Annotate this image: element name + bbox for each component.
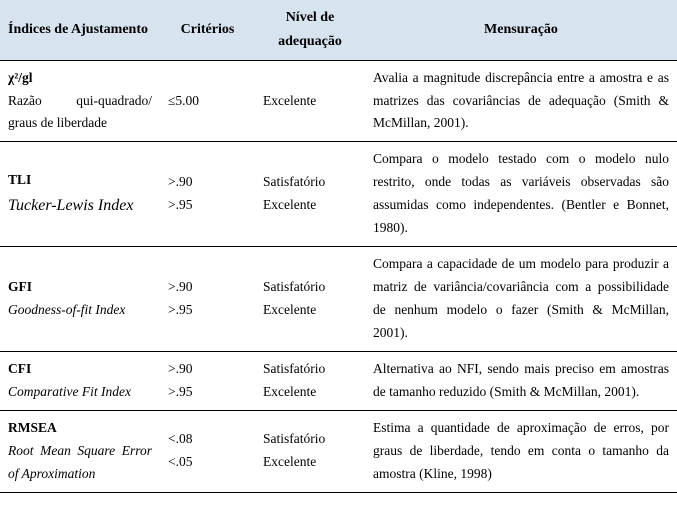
cell-level: Satisfatório Excelente <box>255 410 365 492</box>
index-desc: Tucker-Lewis Index <box>8 192 152 219</box>
table-row: CFI Comparative Fit Index >.90 >.95 Sati… <box>0 351 677 410</box>
index-desc: Root Mean Square Error of Aproximation <box>8 440 152 486</box>
index-name: RMSEA <box>8 417 152 440</box>
level-value: Excelente <box>263 381 357 404</box>
criteria-value: ≤5.00 <box>168 90 247 113</box>
criteria-value: >.90 <box>168 276 247 299</box>
level-value: Satisfatório <box>263 171 357 194</box>
index-name: GFI <box>8 276 152 299</box>
cell-index: χ²/gl Razão qui-quadrado/ graus de liber… <box>0 60 160 142</box>
criteria-value: <.08 <box>168 428 247 451</box>
cell-level: Excelente <box>255 60 365 142</box>
col-header-indices: Índices de Ajustamento <box>0 0 160 60</box>
index-desc: Goodness-of-fit Index <box>8 299 152 322</box>
cell-criteria: >.90 >.95 <box>160 247 255 352</box>
table-row: GFI Goodness-of-fit Index >.90 >.95 Sati… <box>0 247 677 352</box>
index-desc: Razão qui-quadrado/ graus de liberdade <box>8 90 152 136</box>
table-header: Índices de Ajustamento Critérios Nível d… <box>0 0 677 60</box>
col-header-criterios: Critérios <box>160 0 255 60</box>
criteria-value: >.95 <box>168 299 247 322</box>
cell-index: TLI Tucker-Lewis Index <box>0 142 160 247</box>
criteria-value: <.05 <box>168 451 247 474</box>
criteria-value: >.95 <box>168 194 247 217</box>
cell-index: CFI Comparative Fit Index <box>0 351 160 410</box>
cell-level: Satisfatório Excelente <box>255 351 365 410</box>
level-value: Excelente <box>263 451 357 474</box>
criteria-value: >.90 <box>168 171 247 194</box>
level-value: Excelente <box>263 194 357 217</box>
cell-measurement: Compara o modelo testado com o modelo nu… <box>365 142 677 247</box>
table-row: TLI Tucker-Lewis Index >.90 >.95 Satisfa… <box>0 142 677 247</box>
level-value: Satisfatório <box>263 276 357 299</box>
cell-criteria: >.90 >.95 <box>160 142 255 247</box>
table-row: RMSEA Root Mean Square Error of Aproxima… <box>0 410 677 492</box>
cell-index: GFI Goodness-of-fit Index <box>0 247 160 352</box>
index-name: TLI <box>8 169 152 192</box>
level-value: Excelente <box>263 299 357 322</box>
level-value: Satisfatório <box>263 358 357 381</box>
index-desc: Comparative Fit Index <box>8 381 152 404</box>
cell-criteria: ≤5.00 <box>160 60 255 142</box>
cell-level: Satisfatório Excelente <box>255 142 365 247</box>
col-header-nivel: Nível de adequação <box>255 0 365 60</box>
cell-criteria: <.08 <.05 <box>160 410 255 492</box>
fit-indices-table: Índices de Ajustamento Critérios Nível d… <box>0 0 677 493</box>
cell-index: RMSEA Root Mean Square Error of Aproxima… <box>0 410 160 492</box>
cell-measurement: Avalia a magnitude discrepância entre a … <box>365 60 677 142</box>
table-row: χ²/gl Razão qui-quadrado/ graus de liber… <box>0 60 677 142</box>
cell-level: Satisfatório Excelente <box>255 247 365 352</box>
index-name: CFI <box>8 358 152 381</box>
cell-measurement: Compara a capacidade de um modelo para p… <box>365 247 677 352</box>
criteria-value: >.95 <box>168 381 247 404</box>
cell-measurement: Estima a quantidade de aproximação de er… <box>365 410 677 492</box>
criteria-value: >.90 <box>168 358 247 381</box>
level-value: Excelente <box>263 90 357 113</box>
index-name: χ²/gl <box>8 67 152 90</box>
col-header-mensuracao: Mensuração <box>365 0 677 60</box>
cell-measurement: Alternativa ao NFI, sendo mais preciso e… <box>365 351 677 410</box>
cell-criteria: >.90 >.95 <box>160 351 255 410</box>
level-value: Satisfatório <box>263 428 357 451</box>
